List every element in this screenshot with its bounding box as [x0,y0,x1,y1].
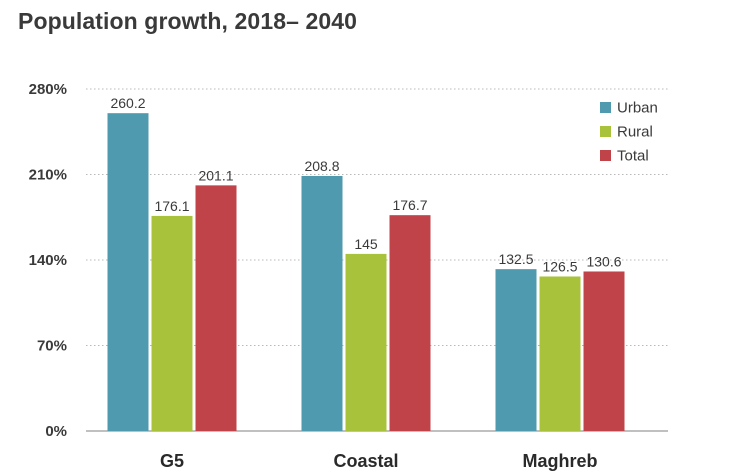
y-tick-label: 0% [45,423,67,440]
y-tick-label: 70% [37,338,67,355]
data-label: 260.2 [110,95,145,111]
bar-rural [539,276,581,431]
data-label: 132.5 [498,251,533,267]
bar-urban [301,175,343,431]
data-label: 176.1 [154,198,189,214]
data-label: 145 [354,236,378,252]
data-label: 126.5 [542,258,577,274]
x-tick-label: G5 [160,451,184,471]
bar-rural [345,253,387,431]
chart-title: Population growth, 2018– 2040 [18,8,358,34]
y-tick-label: 140% [29,252,67,269]
legend-swatch-rural [600,126,611,137]
y-tick-label: 280% [29,81,67,98]
legend-label: Urban [617,100,658,117]
x-axis-ticks: G5 Coastal Maghreb [160,451,598,471]
bars [107,113,625,431]
bar-urban [495,269,537,431]
data-label: 201.1 [198,167,233,183]
y-tick-label: 210% [29,167,67,184]
x-tick-label: Coastal [333,451,398,471]
bar-total [389,215,431,431]
bar-urban [107,113,149,431]
data-label: 208.8 [304,158,339,174]
legend-swatch-total [600,150,611,161]
bar-total [583,271,625,431]
legend-swatch-urban [600,102,611,113]
data-labels: 260.2 176.1 201.1 208.8 145 176.7 132.5 126.5 13… [110,95,621,274]
bar-rural [151,215,193,431]
data-label: 130.6 [586,253,621,269]
bar-total [195,185,237,431]
legend: Urban Rural Total [600,100,658,165]
y-axis-ticks: 0% 70% 140% 210% 280% [29,81,67,440]
legend-label: Total [617,148,649,165]
legend-label: Rural [617,124,653,141]
x-tick-label: Maghreb [522,451,597,471]
data-label: 176.7 [392,197,427,213]
